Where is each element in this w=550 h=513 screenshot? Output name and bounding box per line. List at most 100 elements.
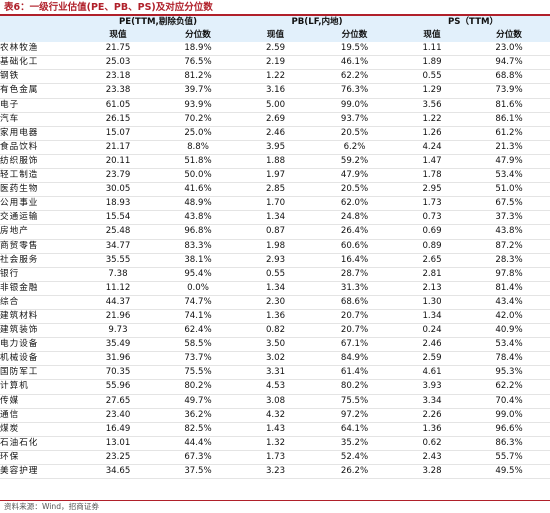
table-caption: 表6：一级行业估值(PE、PB、PS)及对应分位数 [4, 2, 213, 13]
pb-current-cell: 1.70 [265, 198, 286, 209]
ps-percentile-cell: 40.9% [495, 325, 523, 336]
table-row: 电子 61.05 93.9% 5.00 99.0% 3.56 81.6% [0, 98, 550, 113]
ps-percentile-cell: 67.5% [495, 198, 523, 209]
ps-current-cell: 1.11 [422, 43, 442, 54]
pe-percentile-cell: 82.5% [184, 423, 212, 434]
ps-percentile-cell: 55.7% [495, 451, 523, 462]
pe-current-cell: 25.03 [105, 57, 131, 68]
pb-current-cell: 2.93 [265, 254, 286, 265]
table-row: 美容护理 34.65 37.5% 3.23 26.2% 3.28 49.5% [0, 465, 550, 479]
pb-percentile-cell: 62.0% [340, 198, 369, 209]
pe-current-cell: 26.15 [105, 113, 131, 124]
pb-current-cell: 4.53 [265, 381, 286, 392]
pe-current-cell: 18.93 [105, 198, 131, 209]
pe-current-cell: 7.38 [108, 268, 128, 279]
pe-percentile-cell: 38.1% [184, 254, 212, 265]
pb-percentile-cell: 75.5% [340, 395, 369, 406]
pe-percentile-cell: 76.5% [184, 57, 212, 68]
table-row: 医药生物 30.05 41.6% 2.85 20.5% 2.95 51.0% [0, 183, 550, 197]
table-row: 石油石化 13.01 44.4% 1.32 35.2% 0.62 86.3% [0, 436, 550, 451]
pe-percentile-cell: 50.0% [184, 170, 212, 181]
table-row: 汽车 26.15 70.2% 2.69 93.7% 1.22 86.1% [0, 112, 550, 127]
ps-percentile-cell: 42.0% [495, 310, 523, 321]
pb-percentile-cell: 97.2% [340, 409, 369, 420]
industry-name-cell: 钢铁 [0, 71, 20, 82]
pb-percentile-cell: 80.2% [340, 381, 369, 392]
pb-current-cell: 3.23 [265, 466, 286, 476]
pb-current-cell: 1.73 [265, 451, 286, 462]
pe-percentile-cell: 74.7% [184, 296, 212, 307]
pe-current-cell: 31.96 [105, 353, 131, 364]
ps-percentile-cell: 86.1% [495, 113, 523, 124]
pe-current-cell: 23.38 [105, 85, 131, 96]
ps-current-cell: 2.81 [422, 268, 442, 279]
pe-percentile-cell: 73.7% [184, 353, 212, 364]
ps-percentile-cell: 49.5% [495, 466, 523, 476]
pe-percentile-cell: 43.8% [184, 212, 212, 223]
table-row: 机械设备 31.96 73.7% 3.02 84.9% 2.59 78.4% [0, 352, 550, 366]
ps-current-cell: 1.73 [422, 198, 442, 209]
table-row: 食品饮料 21.17 8.8% 3.95 6.2% 4.24 21.3% [0, 140, 550, 155]
industry-name-cell: 国防军工 [0, 367, 39, 378]
table-row: 轻工制造 23.79 50.0% 1.97 47.9% 1.78 53.4% [0, 169, 550, 183]
corner-cell [0, 29, 78, 43]
pe-percentile-cell: 39.7% [184, 85, 212, 96]
table-row: 建筑装饰 9.73 62.4% 0.82 20.7% 0.24 40.9% [0, 324, 550, 338]
pb-current-cell: 1.34 [265, 212, 286, 223]
ps-percentile-cell: 28.3% [495, 254, 523, 265]
table-row: 煤炭 16.49 82.5% 1.43 64.1% 1.36 96.6% [0, 422, 550, 437]
ps-percentile-cell: 70.4% [495, 395, 523, 406]
source-note: 资料来源：Wind，招商证券 [4, 502, 100, 511]
industry-name-cell: 综合 [0, 296, 20, 307]
valuation-table: PE(TTM,剔除负值) PB(LF,内地) PS（TTM） 现值 分位数 现值… [0, 16, 550, 479]
pe-current-cell: 20.11 [105, 155, 131, 166]
pb-percentile-cell: 67.1% [340, 339, 369, 350]
ps-percentile-cell: 81.4% [495, 282, 523, 293]
industry-name-cell: 轻工制造 [0, 170, 39, 181]
ps-current-cell: 2.26 [422, 409, 442, 420]
pb-percentile-cell: 59.2% [340, 155, 369, 166]
industry-name-cell: 家用电器 [0, 127, 39, 138]
pb-percentile-cell: 46.1% [340, 57, 369, 68]
pb-current-cell: 2.19 [265, 57, 286, 68]
ps-percentile-cell: 21.3% [495, 141, 523, 152]
pe-percentile-cell: 62.4% [184, 325, 212, 336]
industry-name-cell: 纺织服饰 [0, 155, 39, 166]
pb-current-cell: 4.32 [265, 409, 286, 420]
table-row: 传媒 27.65 49.7% 3.08 75.5% 3.34 70.4% [0, 394, 550, 409]
pb-percentile-cell: 60.6% [340, 240, 369, 251]
pe-current-cell: 23.79 [105, 170, 131, 181]
pe-current-cell: 27.65 [105, 395, 131, 406]
ps-current-cell: 0.73 [422, 212, 442, 223]
pe-percentile-cell: 93.9% [184, 99, 212, 110]
pe-percentile-cell: 81.2% [184, 71, 212, 82]
pb-percentile-cell: 28.7% [340, 268, 369, 279]
pb-percentile-cell: 35.2% [340, 437, 369, 448]
group-header-row: PE(TTM,剔除负值) PB(LF,内地) PS（TTM） [0, 16, 550, 30]
ps-percentile-cell: 53.4% [495, 170, 523, 181]
pb-current-cell: 1.43 [265, 423, 286, 434]
pe-current-cell: 35.49 [105, 339, 131, 350]
ps-current-header: 现值 [396, 29, 469, 43]
pb-current-cell: 2.30 [265, 296, 286, 307]
ps-current-cell: 0.55 [422, 71, 442, 82]
pb-current-cell: 1.22 [265, 71, 286, 82]
ps-current-cell: 3.93 [422, 381, 442, 392]
table-row: 综合 44.37 74.7% 2.30 68.6% 1.30 43.4% [0, 295, 550, 310]
pe-current-cell: 25.48 [105, 226, 131, 237]
pb-percentile-cell: 62.2% [340, 71, 369, 82]
ps-percentile-cell: 95.3% [495, 367, 523, 378]
table-row: 基础化工 25.03 76.5% 2.19 46.1% 1.89 94.7% [0, 56, 550, 70]
ps-current-cell: 1.30 [422, 296, 442, 307]
industry-name-cell: 机械设备 [0, 353, 39, 364]
pb-current-cell: 2.85 [265, 184, 286, 195]
table-row: 环保 23.25 67.3% 1.73 52.4% 2.43 55.7% [0, 450, 550, 465]
pb-percentile-cell: 20.5% [340, 127, 369, 138]
pe-current-cell: 16.49 [105, 423, 131, 434]
industry-name-cell: 农林牧渔 [0, 43, 39, 54]
ps-percentile-cell: 86.3% [495, 437, 523, 448]
table-row: 国防军工 70.35 75.5% 3.31 61.4% 4.61 95.3% [0, 366, 550, 380]
table-row: 非银金融 11.12 0.0% 1.34 31.3% 2.13 81.4% [0, 281, 550, 296]
ps-current-cell: 1.89 [422, 57, 442, 68]
ps-percentile-cell: 97.8% [495, 268, 523, 279]
